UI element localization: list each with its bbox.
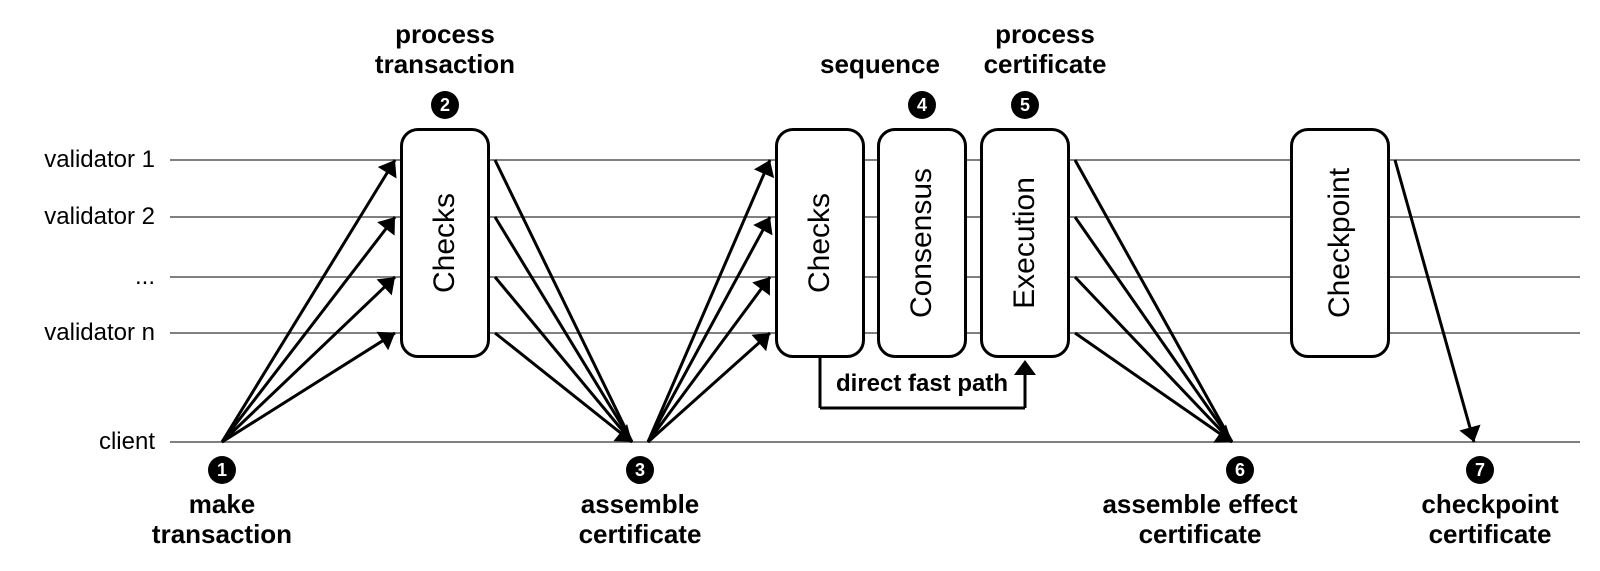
step-label-6: assemble effectcertificate bbox=[1102, 490, 1297, 550]
step-badge-3: 3 bbox=[626, 456, 654, 484]
box-execution: Execution bbox=[980, 128, 1070, 358]
step-label-3: assemblecertificate bbox=[579, 490, 702, 550]
step-badge-4: 4 bbox=[908, 91, 936, 119]
box-checks2: Checks bbox=[775, 128, 865, 358]
lane-label-validator1: validator 1 bbox=[44, 146, 155, 174]
fast-path-label: direct fast path bbox=[836, 370, 1008, 398]
step-badge-1: 1 bbox=[208, 456, 236, 484]
box-label-execution: Execution bbox=[1008, 177, 1042, 309]
box-label-consensus: Consensus bbox=[905, 168, 939, 318]
step-label-4: sequence bbox=[820, 50, 940, 80]
box-label-checkpoint: Checkpoint bbox=[1323, 168, 1357, 318]
diagram-stage: validator 1 validator 2... validator n clie… bbox=[0, 0, 1600, 571]
step-badge-5: 5 bbox=[1011, 91, 1039, 119]
lane-label-validator2: validator 2 bbox=[44, 203, 155, 231]
step-badge-2: 2 bbox=[431, 91, 459, 119]
box-label-checks1: Checks bbox=[428, 193, 462, 293]
lane-label-client: client bbox=[99, 428, 155, 456]
box-consensus: Consensus bbox=[877, 128, 967, 358]
box-label-checks2: Checks bbox=[803, 193, 837, 293]
step-label-7: checkpointcertificate bbox=[1421, 490, 1558, 550]
step-badge-7: 7 bbox=[1466, 456, 1494, 484]
step-label-2: processtransaction bbox=[375, 20, 515, 80]
lane-label-validatorN: validator n bbox=[44, 319, 155, 347]
lane-label-validator3: ... bbox=[135, 263, 155, 291]
step-label-1: maketransaction bbox=[152, 490, 292, 550]
box-checks1: Checks bbox=[400, 128, 490, 358]
box-checkpoint: Checkpoint bbox=[1290, 128, 1390, 358]
step-label-5: processcertificate bbox=[984, 20, 1107, 80]
step-badge-6: 6 bbox=[1226, 456, 1254, 484]
